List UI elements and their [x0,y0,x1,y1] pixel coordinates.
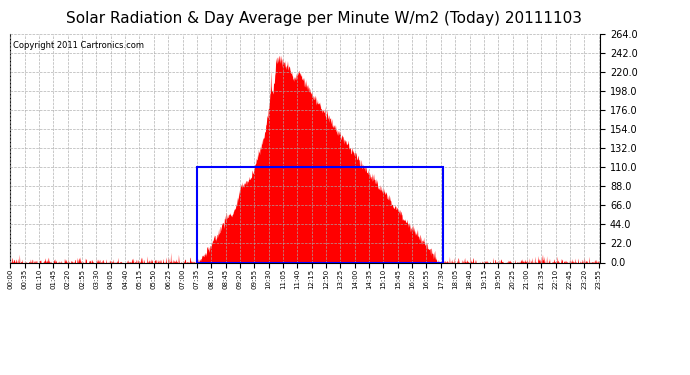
Bar [197,167,443,262]
Text: Copyright 2011 Cartronics.com: Copyright 2011 Cartronics.com [13,40,144,50]
Text: Solar Radiation & Day Average per Minute W/m2 (Today) 20111103: Solar Radiation & Day Average per Minute… [66,11,582,26]
